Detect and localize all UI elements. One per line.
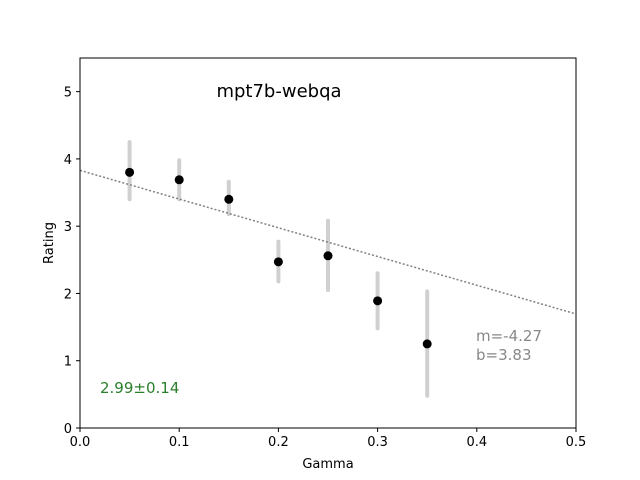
y-tick-label: 3	[64, 220, 72, 235]
x-tick-label: 0.0	[70, 435, 91, 450]
fit-slope-label: m=-4.27	[476, 327, 542, 345]
x-tick-label: 0.1	[169, 435, 190, 450]
x-tick-label: 0.3	[367, 435, 388, 450]
y-tick-label: 5	[64, 86, 72, 101]
data-point	[224, 194, 234, 204]
x-axis-ticks: 0.0 0.1 0.2 0.3 0.4 0.5	[70, 428, 587, 450]
y-axis-label: Rating	[42, 222, 57, 264]
x-tick-label: 0.5	[566, 435, 587, 450]
x-tick-label: 0.2	[268, 435, 289, 450]
data-point	[125, 167, 135, 177]
y-axis-ticks: 0 1 2 3 4 5	[64, 86, 80, 437]
chart-title: mpt7b-webqa	[216, 81, 341, 102]
plot-frame	[79, 57, 577, 429]
y-tick-label: 2	[64, 287, 72, 302]
data-point	[273, 257, 283, 267]
y-tick-label: 4	[64, 153, 72, 168]
data-point	[323, 251, 333, 261]
score-label: 2.99±0.14	[100, 379, 179, 397]
data-point	[373, 296, 383, 306]
fit-intercept-label: b=3.83	[476, 346, 532, 364]
x-axis-label: Gamma	[302, 457, 353, 472]
point-layer	[125, 167, 432, 349]
data-point	[174, 175, 184, 185]
y-tick-label: 1	[64, 355, 72, 370]
x-tick-label: 0.4	[466, 435, 487, 450]
data-point	[422, 339, 432, 349]
y-tick-label: 0	[64, 422, 72, 437]
